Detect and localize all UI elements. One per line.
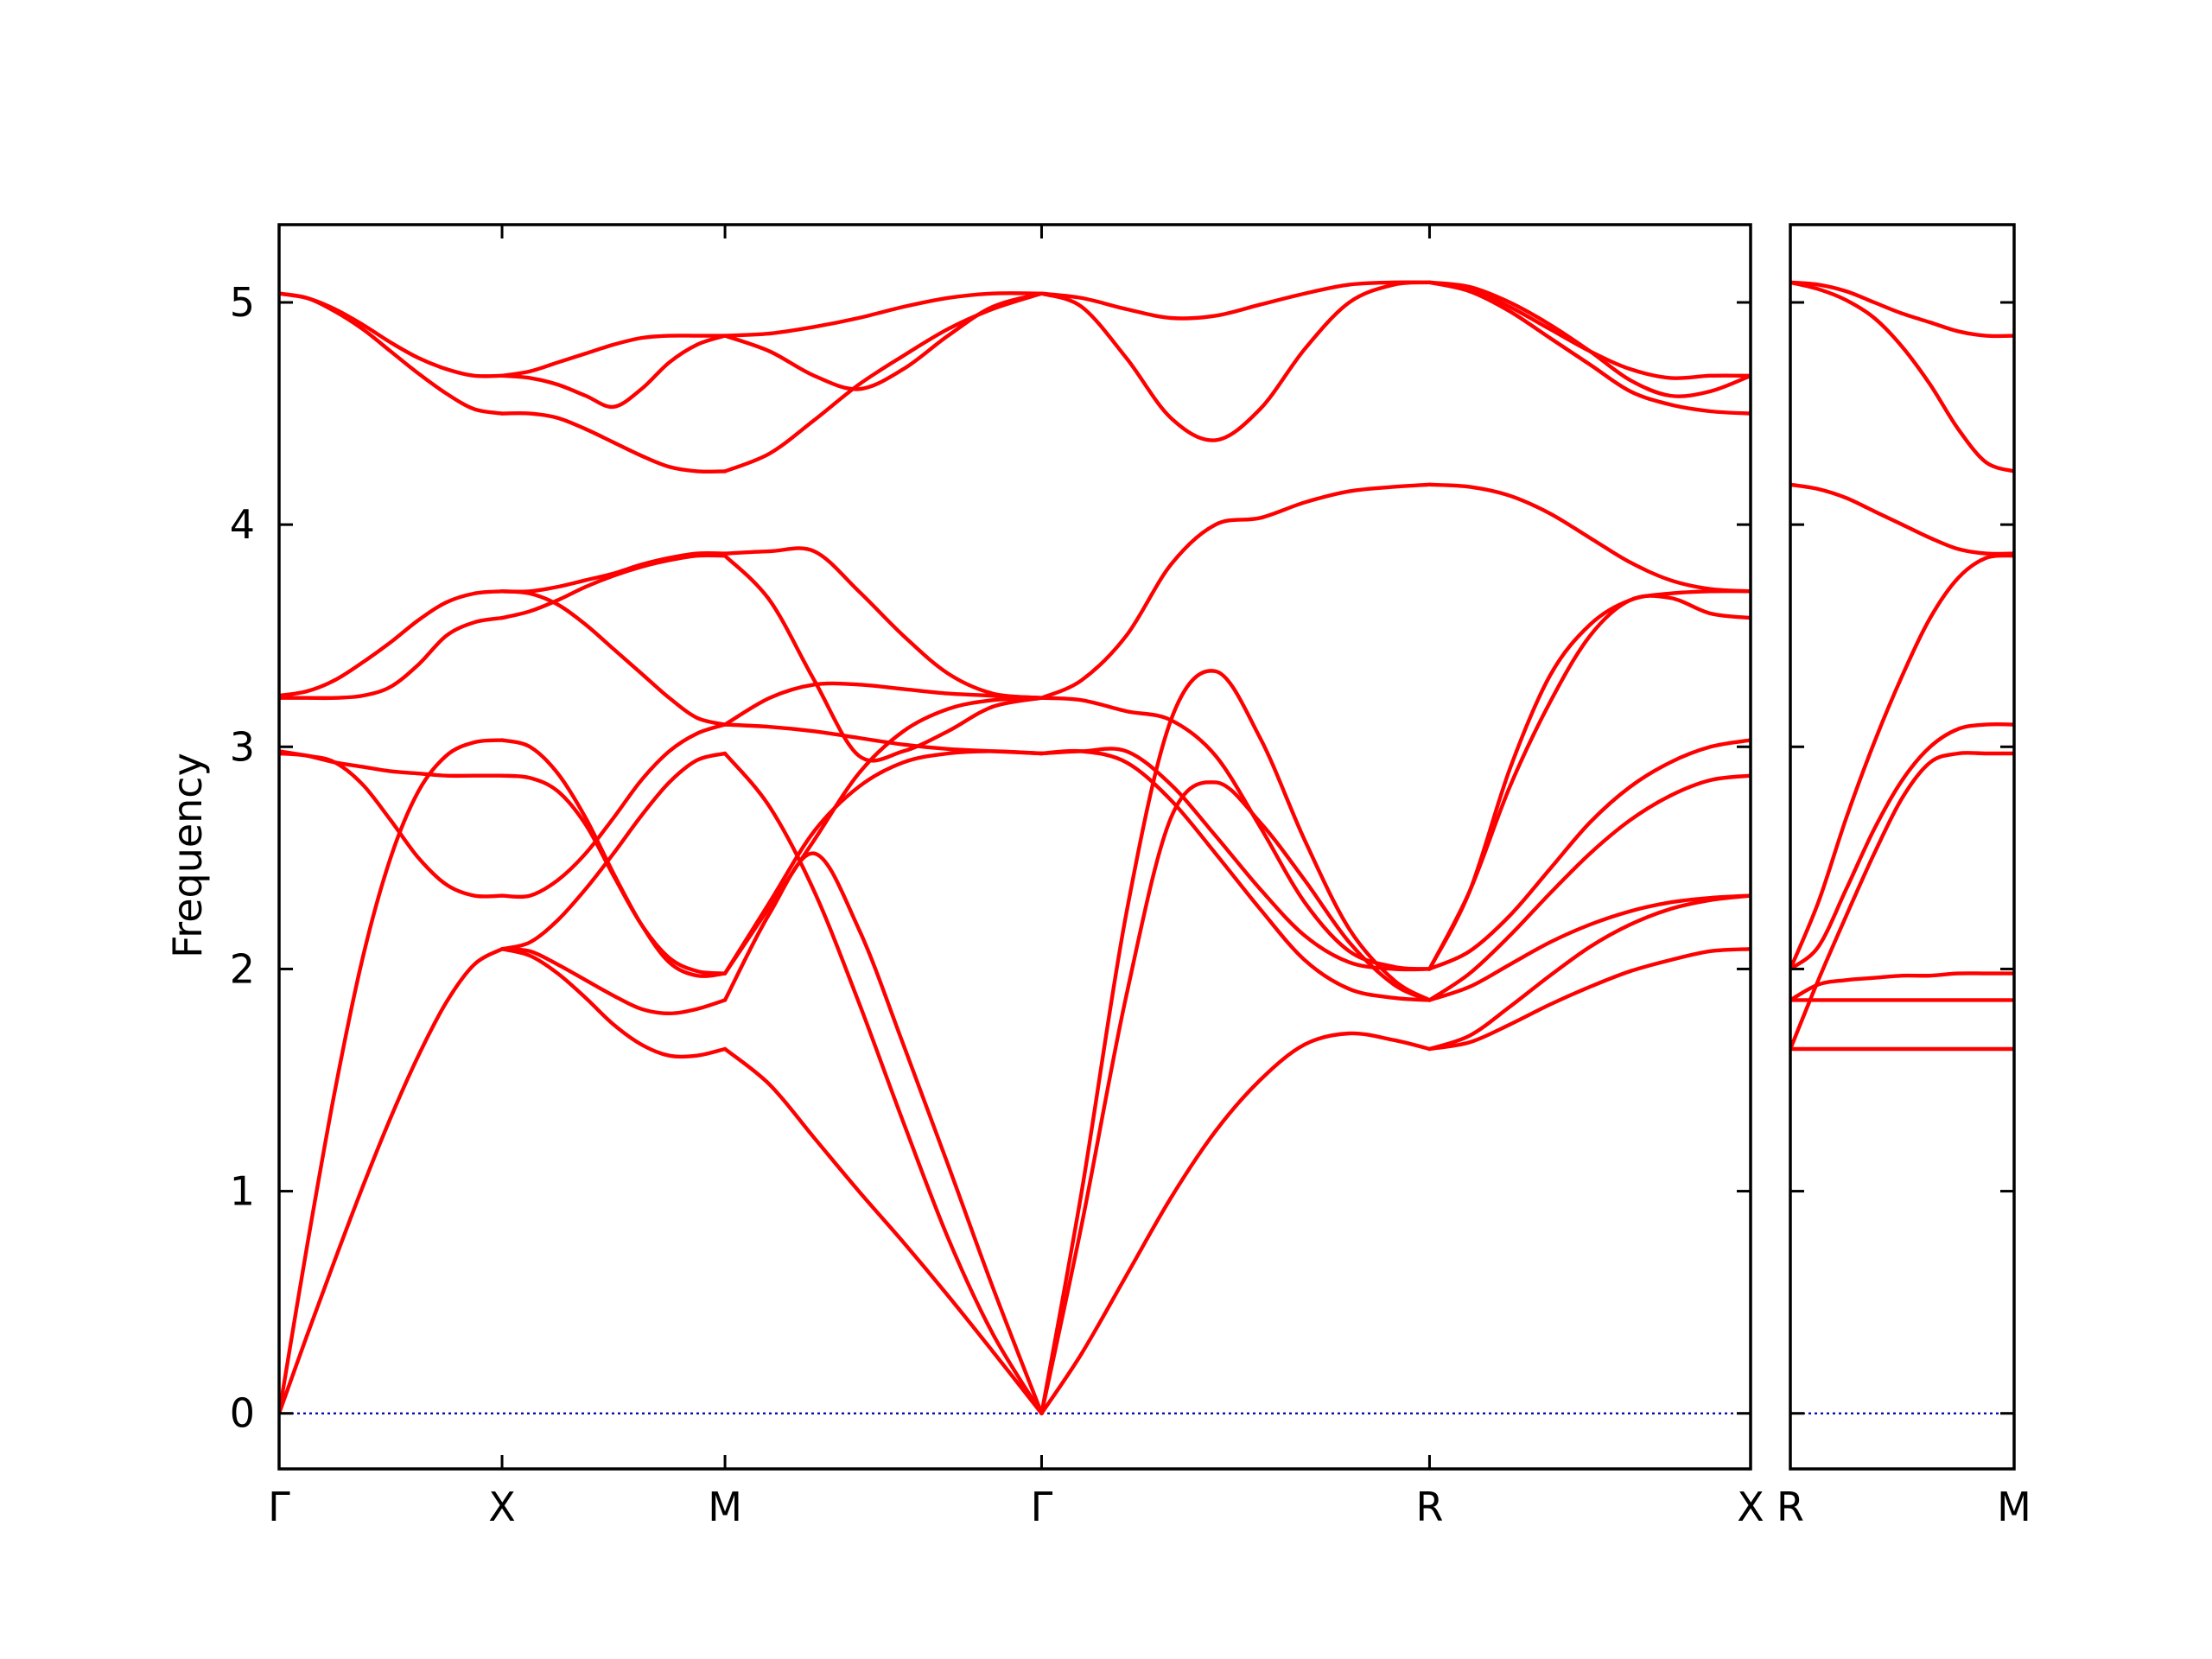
band-line bbox=[1427, 893, 1751, 1052]
band-line bbox=[1427, 482, 1751, 594]
x-tick-label: Γ bbox=[268, 1484, 290, 1530]
plot-frame bbox=[1789, 223, 2016, 1471]
band-line bbox=[1790, 280, 2014, 474]
band-line bbox=[722, 749, 1044, 976]
band-line bbox=[499, 553, 728, 620]
band-lines bbox=[279, 280, 1751, 1415]
band-line bbox=[1790, 280, 2014, 339]
band-line bbox=[1039, 280, 1432, 321]
band-line bbox=[499, 410, 728, 474]
band-line bbox=[499, 722, 728, 899]
band-line bbox=[1790, 553, 2014, 971]
band-line bbox=[499, 751, 728, 951]
band-line bbox=[1790, 751, 2014, 1052]
band-line bbox=[279, 749, 505, 779]
band-line bbox=[279, 291, 505, 416]
band-line bbox=[1039, 280, 1432, 442]
band-line bbox=[1427, 594, 1751, 971]
band-line bbox=[279, 615, 505, 701]
band-line bbox=[499, 334, 728, 378]
plot-frame bbox=[277, 223, 1752, 1471]
band-line bbox=[499, 947, 728, 1059]
band-line bbox=[722, 751, 1044, 1415]
x-tick-label: R bbox=[1415, 1484, 1443, 1530]
y-tick-label: 1 bbox=[230, 1168, 255, 1215]
band-line bbox=[1039, 1031, 1432, 1415]
x-tick-label: R bbox=[1777, 1484, 1804, 1530]
band-line bbox=[279, 947, 505, 1415]
band-line bbox=[1039, 482, 1432, 700]
y-tick-label: 0 bbox=[230, 1390, 255, 1437]
panel-left: 0 1 2 3 4 5 Γ X M Γ R X bbox=[230, 223, 1764, 1530]
y-tick-label: 2 bbox=[230, 945, 255, 992]
band-lines bbox=[1790, 280, 2014, 1052]
band-line bbox=[722, 696, 1044, 976]
band-line bbox=[499, 589, 728, 727]
band-line bbox=[1039, 696, 1432, 971]
band-line bbox=[499, 550, 728, 594]
y-tick-label: 5 bbox=[230, 279, 255, 326]
band-line bbox=[1427, 947, 1751, 1052]
band-line bbox=[279, 738, 505, 1415]
band-line bbox=[1039, 748, 1432, 1002]
x-tick-label: X bbox=[488, 1484, 516, 1530]
y-tick-label: 4 bbox=[230, 501, 255, 548]
band-line bbox=[499, 947, 728, 1016]
y-axis-label: Frequency bbox=[164, 753, 211, 958]
band-line bbox=[1790, 482, 2014, 556]
band-line bbox=[1039, 747, 1432, 972]
band-line bbox=[722, 681, 1044, 727]
y-tick-label: 3 bbox=[230, 723, 255, 770]
band-line bbox=[1790, 721, 2014, 971]
band-line bbox=[722, 291, 1044, 338]
x-tick-label: Γ bbox=[1031, 1484, 1053, 1530]
band-line bbox=[279, 589, 505, 698]
band-line bbox=[279, 291, 505, 378]
band-line bbox=[722, 553, 1044, 763]
band-line bbox=[1427, 773, 1751, 1002]
x-tick-label: X bbox=[1737, 1484, 1764, 1530]
band-line bbox=[1039, 669, 1432, 1415]
band-line bbox=[722, 722, 1044, 756]
band-line bbox=[722, 546, 1044, 700]
band-line bbox=[499, 334, 728, 410]
band-line bbox=[722, 291, 1044, 391]
band-line bbox=[1039, 780, 1432, 1415]
band-line bbox=[1427, 738, 1751, 971]
x-tick-label: M bbox=[1997, 1484, 2031, 1530]
band-line bbox=[1427, 280, 1751, 416]
x-tick-label: M bbox=[708, 1484, 742, 1530]
band-line bbox=[722, 1046, 1044, 1415]
band-line bbox=[1427, 588, 1751, 971]
band-line bbox=[1427, 893, 1751, 1002]
band-line bbox=[722, 851, 1044, 1415]
band-line bbox=[1790, 971, 2014, 1002]
band-line bbox=[1427, 280, 1751, 398]
band-line bbox=[499, 773, 728, 976]
